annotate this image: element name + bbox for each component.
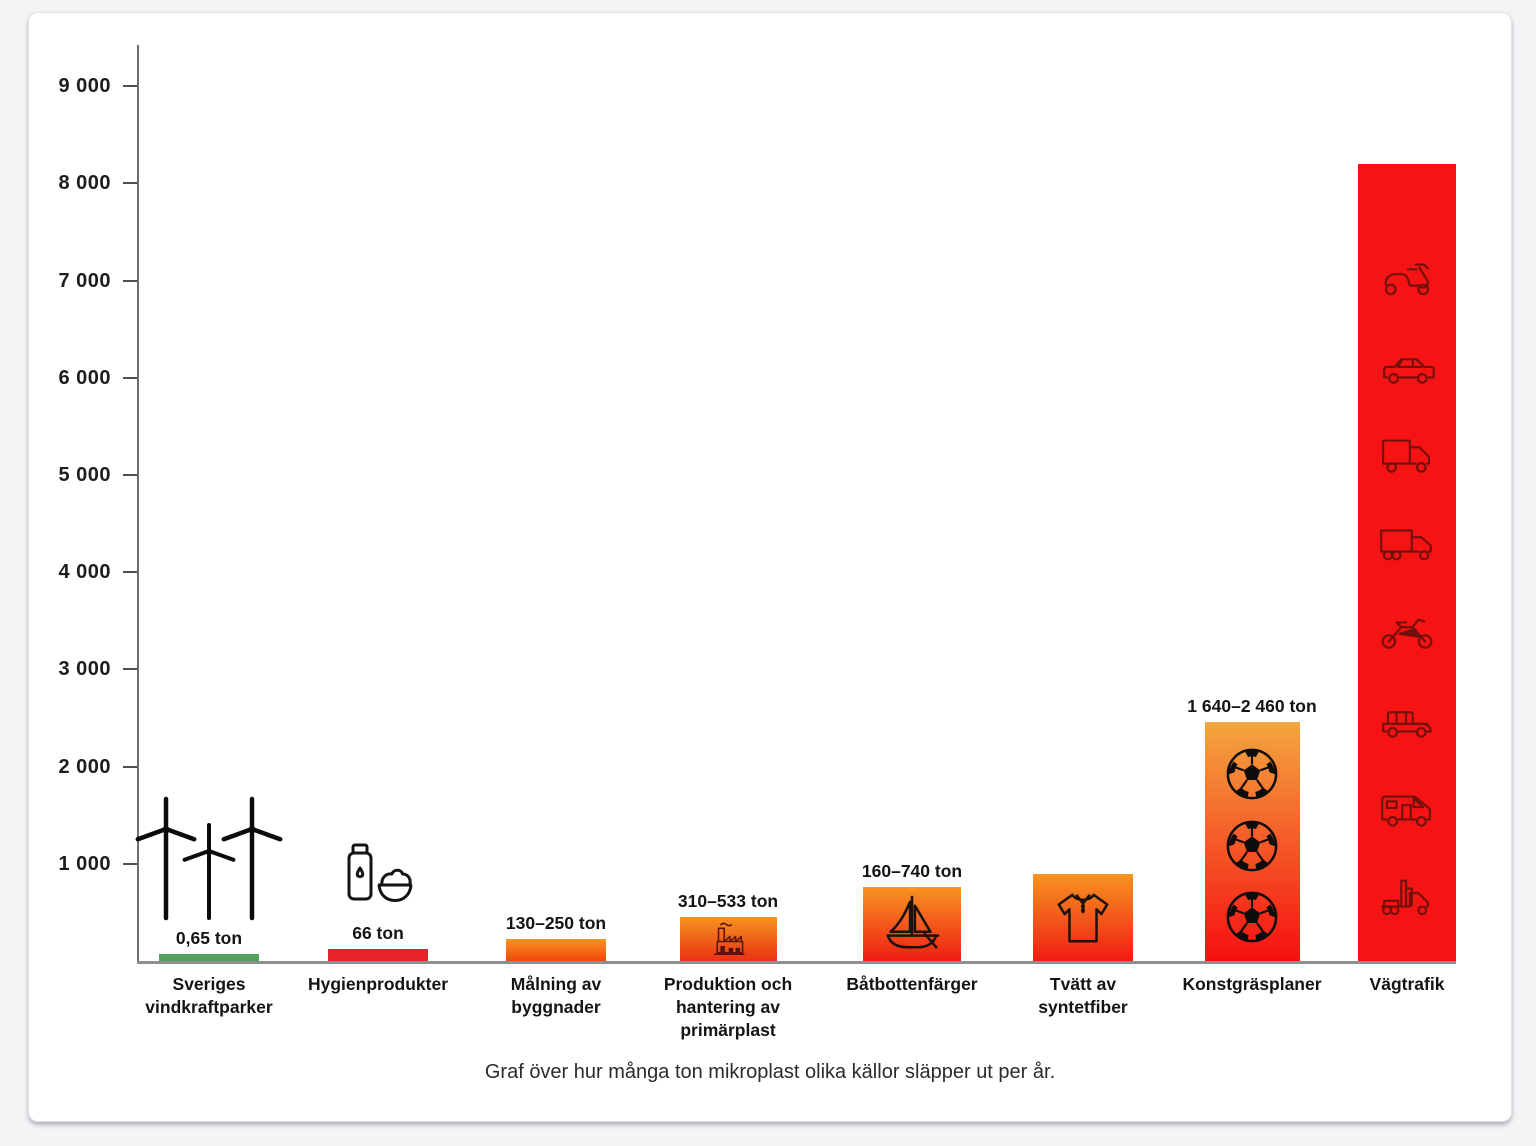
- y-tick-label: 8 000: [58, 172, 111, 195]
- soccer-ball-icon: [1225, 890, 1279, 944]
- category-label-line: syntetfiber: [1038, 997, 1128, 1017]
- category-label-line: vindkraftparker: [145, 997, 273, 1017]
- category-label-hygienprodukter: Hygienprodukter: [263, 973, 493, 996]
- hygienprodukter-icon-group: [341, 842, 415, 918]
- value-label-hygienprodukter: 66 ton: [352, 923, 404, 943]
- lorry-truck-icon: [1378, 521, 1436, 563]
- x-axis-line: [137, 961, 1456, 964]
- estate-car-icon: [1378, 698, 1436, 740]
- category-label-konstgrasplaner: Konstgräsplaner: [1137, 973, 1367, 996]
- sailboat-icon: [880, 893, 944, 955]
- category-label-line: Målning av: [510, 974, 602, 994]
- value-label-konstgrasplaner: 1 640–2 460 ton: [1187, 696, 1317, 716]
- y-tick-mark: [123, 474, 138, 476]
- semi-truck-icon: [1378, 875, 1436, 917]
- factory-icon: [707, 920, 749, 958]
- vindkraftparker-icon-group: [134, 793, 284, 923]
- motorcycle-icon: [1378, 610, 1436, 652]
- value-label-vindkraftparker: 0,65 ton: [175, 928, 243, 948]
- y-tick-mark: [123, 279, 138, 282]
- value-label-malning: 130–250 ton: [505, 913, 607, 933]
- category-label-line: Hygienprodukter: [307, 974, 449, 994]
- suv-car-icon: [1378, 344, 1436, 386]
- value-label-batbottenfarger: 160–740 ton: [861, 861, 963, 881]
- chart-card: 1 000 2 000 3 000 4 000 5 000 6 000 7 000 8 000…: [28, 12, 1512, 1122]
- y-tick-label: 3 000: [58, 658, 111, 681]
- y-axis-line: [137, 45, 139, 964]
- y-tick-label: 1 000: [58, 852, 111, 875]
- y-tick-mark: [123, 668, 138, 671]
- scooter-icon: [1378, 256, 1436, 298]
- category-label-line: primärplast: [680, 1020, 776, 1040]
- bar-vagtrafik: [1358, 164, 1456, 961]
- bar-konstgrasplaner: [1204, 722, 1300, 961]
- y-tick-mark: [123, 765, 138, 768]
- category-label-line: Produktion och: [663, 974, 793, 994]
- value-label-primarplast: 310–533 ton: [677, 891, 779, 911]
- category-label-line: hantering av: [675, 997, 781, 1017]
- wind-turbines-icon: [134, 793, 284, 923]
- chart-caption: Graf över hur många ton mikroplast olika…: [484, 1061, 1056, 1083]
- category-label-line: byggnader: [511, 997, 601, 1017]
- y-tick-mark: [123, 85, 138, 88]
- y-tick-mark: [123, 862, 138, 865]
- y-tick-label: 7 000: [58, 269, 111, 292]
- soccer-ball-icon: [1225, 819, 1279, 873]
- bar-vindkraftparker: [159, 954, 259, 961]
- category-label-line: Konstgräsplaner: [1182, 974, 1322, 994]
- bar-hygienprodukter: [328, 949, 428, 961]
- y-tick-label: 4 000: [58, 561, 111, 584]
- shirt-icon: [1053, 889, 1113, 947]
- y-tick-label: 9 000: [58, 75, 111, 98]
- y-tick-label: 5 000: [58, 464, 111, 486]
- category-label-vagtrafik: Vägtrafik: [1292, 973, 1522, 996]
- hygiene-products-icon: [341, 842, 415, 918]
- category-label-line: Sveriges: [172, 974, 246, 994]
- category-label-malning: Målning av byggnader: [441, 973, 671, 1019]
- y-tick-mark: [123, 182, 138, 185]
- bar-primarplast: [679, 917, 777, 961]
- box-truck-icon: [1378, 433, 1436, 475]
- category-label-line: Tvätt av: [1049, 974, 1117, 994]
- category-label-batbottenfarger: Båtbottenfärger: [797, 973, 1027, 996]
- bar-syntetfiber: [1033, 874, 1133, 961]
- y-tick-label: 6 000: [58, 366, 111, 389]
- category-label-vindkraftparker: Sveriges vindkraftparker: [94, 973, 324, 1019]
- bar-batbottenfarger: [863, 887, 961, 961]
- category-label-primarplast: Produktion och hantering av primärplast: [613, 973, 843, 1042]
- category-label-line: Båtbottenfärger: [846, 974, 978, 994]
- y-tick-mark: [123, 571, 138, 574]
- bar-malning: [506, 939, 606, 961]
- bar-chart: 1 000 2 000 3 000 4 000 5 000 6 000 7 000 8 000…: [29, 13, 1511, 1040]
- soccer-ball-icon: [1225, 747, 1279, 801]
- y-tick-mark: [123, 376, 138, 379]
- category-label-syntetfiber: Tvätt av syntetfiber: [968, 973, 1198, 1019]
- category-label-line: Vägtrafik: [1369, 974, 1445, 994]
- vagtrafik-icon-stack: [1358, 164, 1456, 961]
- konstgrasplaner-icon-stack: [1205, 722, 1300, 961]
- camper-van-icon: [1378, 787, 1436, 829]
- y-tick-label: 2 000: [58, 755, 111, 778]
